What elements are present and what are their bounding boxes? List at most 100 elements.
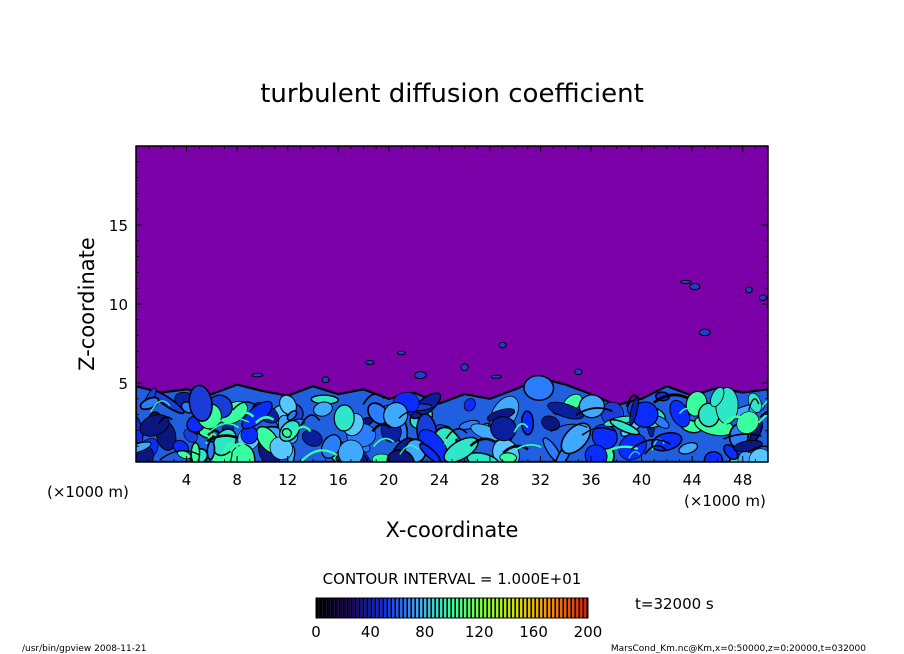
contour-streak [371, 422, 392, 433]
contour-blob [745, 286, 753, 294]
colorbar-separator [514, 598, 516, 618]
contour-streak [231, 411, 255, 423]
colorbar-stripe [568, 598, 571, 618]
colorbar-separator [530, 598, 532, 618]
contour-cell [490, 416, 517, 442]
colorbar-stripe [368, 598, 371, 618]
colorbar-stripe [524, 598, 527, 618]
contour-streak [223, 442, 239, 453]
contour-streak [748, 398, 760, 411]
colorbar-separator [406, 598, 408, 618]
contour-cell [241, 400, 273, 430]
colorbar-stripe [380, 598, 383, 618]
colorbar-separator [330, 598, 332, 618]
contour-cell [463, 398, 476, 412]
contour-streak [206, 434, 239, 443]
colorbar-stripe [372, 598, 375, 618]
colorbar-separator [550, 598, 552, 618]
colorbar-stripe [480, 598, 483, 618]
colorbar-stripe [424, 598, 427, 618]
colorbar-stripe [452, 598, 455, 618]
colorbar-stripe [344, 598, 347, 618]
contour-streak [150, 400, 171, 413]
x-axis-label: X-coordinate [386, 518, 519, 542]
colorbar-stripe [332, 598, 335, 618]
colorbar-separator [322, 598, 324, 618]
contour-streak [300, 449, 338, 462]
colorbar-separator [502, 598, 504, 618]
colorbar-separator [446, 598, 448, 618]
contour-streak [158, 416, 173, 424]
colorbar-separator [458, 598, 460, 618]
contour-streak [209, 417, 250, 428]
colorbar-separator [398, 598, 400, 618]
colorbar-stripe [544, 598, 547, 618]
x-tick-label: 44 [683, 471, 702, 489]
colorbar-tick-label: 80 [415, 623, 434, 641]
x-tick-label: 36 [581, 471, 600, 489]
contour-cell [286, 410, 298, 421]
colorbar-separator [422, 598, 424, 618]
chart-title: turbulent diffusion coefficient [260, 79, 644, 109]
colorbar-separator [554, 598, 556, 618]
contour-streak [159, 450, 200, 461]
colorbar-frame [315, 597, 589, 619]
colorbar-separator [546, 598, 548, 618]
contour-blob [758, 294, 767, 301]
colorbar-stripe [324, 598, 327, 618]
colorbar-stripe [320, 598, 323, 618]
colorbar-separator [450, 598, 452, 618]
colorbar-stripe [428, 598, 431, 618]
colorbar-separator [566, 598, 568, 618]
colorbar-stripe [376, 598, 379, 618]
boundary-layer-field [136, 374, 768, 462]
x-tick-label: 24 [430, 471, 449, 489]
colorbar-separator [482, 598, 484, 618]
colorbar-stripe [564, 598, 567, 618]
contour-cell [609, 419, 640, 436]
colorbar-separator [462, 598, 464, 618]
colorbar-stripe [404, 598, 407, 618]
footer-left: /usr/bin/gpview 2008-11-21 [22, 644, 146, 654]
contour-streak [254, 416, 275, 424]
colorbar-stripe [408, 598, 411, 618]
colorbar-separator [410, 598, 412, 618]
colorbar-stripe [328, 598, 331, 618]
colorbar-stripe [484, 598, 487, 618]
x-tick-label: 48 [733, 471, 752, 489]
colorbar-stripe [460, 598, 463, 618]
colorbar-separator [558, 598, 560, 618]
contour-cell [177, 450, 192, 460]
colorbar-stripe [576, 598, 579, 618]
colorbar-stripe [392, 598, 395, 618]
colorbar-separator [414, 598, 416, 618]
colorbar-stripe [528, 598, 531, 618]
colorbar-stripe [464, 598, 467, 618]
y-axis-ticks: 5 10 15 [109, 161, 768, 447]
contour-blob [689, 282, 701, 291]
colorbar-separator [586, 598, 588, 618]
colorbar-separator [362, 598, 364, 618]
time-label: t=32000 s [635, 595, 714, 613]
colorbar-stripe [336, 598, 339, 618]
colorbar-separator [318, 598, 320, 618]
contour-streak [232, 401, 257, 411]
x-tick-label: 40 [632, 471, 651, 489]
colorbar-stripe [556, 598, 559, 618]
colorbar-stripe [360, 598, 363, 618]
contour-cell [560, 422, 592, 455]
colorbar-separator [358, 598, 360, 618]
contour-cell [520, 410, 535, 436]
x-tick-label: 32 [531, 471, 550, 489]
colorbar-stripe [384, 598, 387, 618]
colorbar-ticks: 0 40 80 120 160 200 [311, 623, 602, 641]
colorbar-separator [382, 598, 384, 618]
contour-streak [644, 444, 666, 455]
colorbar-separator [498, 598, 500, 618]
contour-cell [578, 394, 606, 419]
contour-streak [514, 444, 542, 452]
colorbar-stripe [584, 598, 587, 618]
colorbar-separator [490, 598, 492, 618]
x-axis-ticks: 4 8 12 16 20 24 28 32 36 40 44 48 [148, 146, 756, 489]
contour-streak [398, 410, 422, 419]
